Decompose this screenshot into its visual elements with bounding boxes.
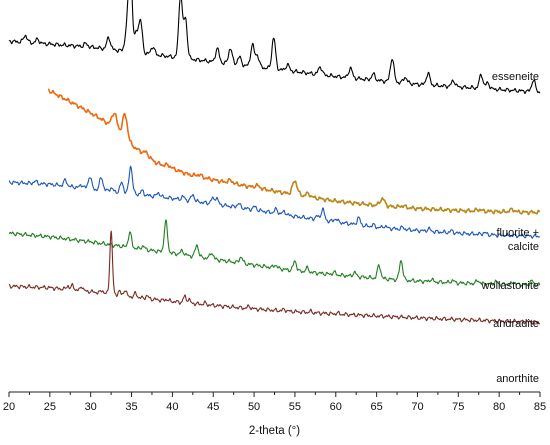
x-tick-label: 75 <box>452 401 464 413</box>
x-tick-label: 30 <box>85 401 97 413</box>
x-tick-label: 60 <box>330 401 342 413</box>
series-labels: esseneite fluorite + calcite wollastonite an… <box>481 71 539 385</box>
x-axis-title: 2-theta (°) <box>249 425 300 437</box>
series-label-wollastonite: wollastonite <box>481 280 539 292</box>
x-tick-label: 40 <box>166 401 178 413</box>
series-label-line: anorthite <box>496 373 539 385</box>
x-tick-label: 85 <box>534 401 546 413</box>
series-layer <box>8 0 541 325</box>
series-label-fluorite-calcite: fluorite + calcite <box>497 227 540 253</box>
x-tick-label: 20 <box>3 401 15 413</box>
series-line-anorthite <box>8 230 541 325</box>
x-axis: 20 25 30 35 40 45 50 55 60 65 70 75 80 85 <box>3 391 546 413</box>
series-label-line: calcite <box>508 241 539 253</box>
series-label-line: esseneite <box>492 71 539 83</box>
x-tick-label: 50 <box>248 401 260 413</box>
series-line-andradite <box>8 219 541 288</box>
x-tick-label: 55 <box>289 401 301 413</box>
x-tick-label: 45 <box>207 401 219 413</box>
series-label-line: wollastonite <box>481 280 539 292</box>
series-label-line: fluorite + <box>497 227 540 239</box>
series-label-esseneite: esseneite <box>492 71 539 83</box>
series-label-anorthite: anorthite <box>496 373 539 385</box>
series-line-wollastonite <box>8 165 541 239</box>
series-line-esseneite <box>8 0 541 94</box>
series-line-fluorite-calcite <box>47 88 541 216</box>
x-tick-label: 80 <box>493 401 505 413</box>
x-tick-label: 65 <box>370 401 382 413</box>
x-tick-label: 25 <box>44 401 56 413</box>
x-tick-label: 70 <box>411 401 423 413</box>
x-tick-label: 35 <box>125 401 137 413</box>
series-label-andradite: andradite <box>493 318 539 330</box>
series-label-line: andradite <box>493 318 539 330</box>
